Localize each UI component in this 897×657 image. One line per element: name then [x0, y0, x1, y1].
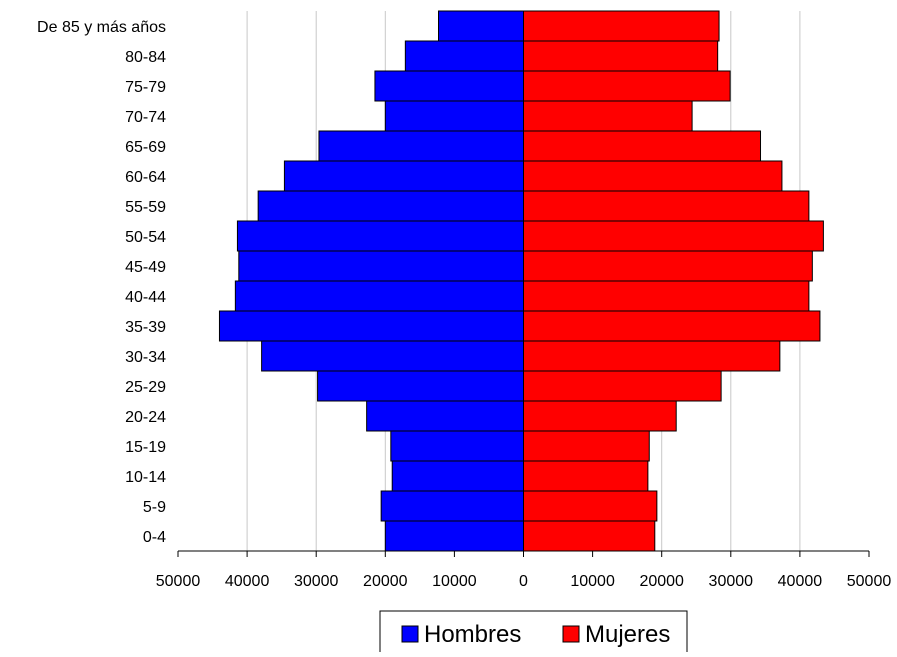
bar-mujeres-20-24 — [523, 400, 677, 432]
bar-mujeres-25-29 — [523, 370, 722, 402]
bar-mujeres-De-85-y-más-años — [523, 10, 720, 42]
legend-swatch-mujeres — [562, 625, 580, 643]
x-tick-label: 0 — [519, 573, 528, 590]
bar-mujeres-75-79 — [523, 70, 731, 102]
bar-hombres-75-79 — [374, 70, 524, 102]
category-label: 30-34 — [125, 349, 166, 366]
bar-mujeres-65-69 — [523, 130, 762, 162]
bar-hombres-De-85-y-más-años — [438, 10, 524, 42]
legend-swatch-hombres — [401, 625, 419, 643]
category-labels: 0-4 5-9 10-14 15-19 20-24 25-29 30-34 35-39 40-4… — [37, 19, 166, 546]
category-label: 70-74 — [125, 109, 166, 126]
category-label: 50-54 — [125, 229, 166, 246]
legend-box — [379, 610, 688, 654]
category-label: 45-49 — [125, 259, 166, 276]
category-label: 20-24 — [125, 409, 166, 426]
tick-labels: 50000 40000 30000 20000 10000 0 10000 20000 3000… — [156, 573, 892, 590]
bar-mujeres-55-59 — [523, 190, 810, 222]
bar-mujeres-45-49 — [523, 250, 813, 282]
bar-hombres-30-34 — [261, 340, 524, 372]
x-tick-label: 50000 — [156, 573, 201, 590]
x-tick-label: 20000 — [639, 573, 684, 590]
bars-layer — [218, 10, 824, 552]
category-label: 35-39 — [125, 319, 166, 336]
bar-mujeres-15-19 — [523, 430, 650, 462]
category-label: 80-84 — [125, 49, 166, 66]
category-label: 55-59 — [125, 199, 166, 216]
legend: Hombres Mujeres — [379, 610, 688, 654]
bar-hombres-55-59 — [257, 190, 524, 222]
bar-mujeres-5-9 — [523, 490, 658, 522]
bar-hombres-15-19 — [390, 430, 524, 462]
x-tick-label: 10000 — [432, 573, 477, 590]
legend-label-hombres: Hombres — [424, 621, 521, 648]
legend-label-mujeres: Mujeres — [585, 621, 670, 648]
x-tick-label: 30000 — [709, 573, 754, 590]
axis-layer — [177, 10, 870, 557]
bar-hombres-50-54 — [236, 220, 524, 252]
bar-mujeres-0-4 — [523, 520, 656, 552]
bar-hombres-40-44 — [234, 280, 524, 312]
bar-mujeres-80-84 — [523, 40, 719, 72]
category-label: 75-79 — [125, 79, 166, 96]
x-tick-label: 20000 — [363, 573, 408, 590]
bar-mujeres-35-39 — [523, 310, 821, 342]
category-label: 5-9 — [143, 499, 166, 516]
bar-hombres-35-39 — [218, 310, 525, 342]
category-label: 10-14 — [125, 469, 166, 486]
bar-hombres-20-24 — [366, 400, 524, 432]
bar-mujeres-50-54 — [523, 220, 824, 252]
bar-hombres-80-84 — [404, 40, 524, 72]
x-tick-label: 40000 — [225, 573, 270, 590]
category-label: 60-64 — [125, 169, 166, 186]
bar-mujeres-10-14 — [523, 460, 649, 492]
bar-mujeres-70-74 — [523, 100, 693, 132]
bar-hombres-70-74 — [384, 100, 524, 132]
bar-hombres-65-69 — [318, 130, 524, 162]
x-tick-label: 30000 — [294, 573, 339, 590]
category-label: 25-29 — [125, 379, 166, 396]
bar-mujeres-30-34 — [523, 340, 781, 372]
bar-mujeres-60-64 — [523, 160, 783, 192]
bar-hombres-10-14 — [391, 460, 524, 492]
category-label: 0-4 — [143, 529, 166, 546]
bar-hombres-25-29 — [317, 370, 524, 402]
bar-mujeres-40-44 — [523, 280, 810, 312]
bar-hombres-0-4 — [384, 520, 524, 552]
category-label: De 85 y más años — [37, 19, 166, 36]
x-tick-label: 40000 — [778, 573, 823, 590]
x-tick-label: 50000 — [847, 573, 892, 590]
bar-hombres-60-64 — [283, 160, 524, 192]
bar-hombres-5-9 — [380, 490, 524, 522]
bar-hombres-45-49 — [238, 250, 524, 282]
category-label: 40-44 — [125, 289, 166, 306]
category-label: 65-69 — [125, 139, 166, 156]
x-tick-label: 10000 — [570, 573, 615, 590]
category-label: 15-19 — [125, 439, 166, 456]
